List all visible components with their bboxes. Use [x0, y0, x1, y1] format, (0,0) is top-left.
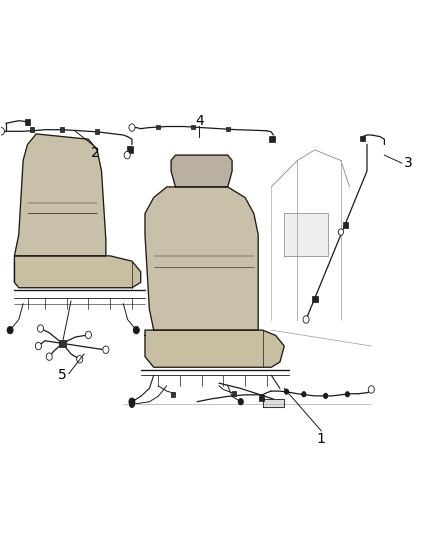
Circle shape [303, 316, 309, 323]
Polygon shape [171, 155, 232, 187]
Circle shape [38, 325, 44, 332]
Circle shape [46, 353, 52, 360]
Circle shape [129, 124, 135, 131]
Text: 5: 5 [58, 368, 67, 382]
Bar [127, 147, 133, 154]
Bar [232, 391, 237, 396]
Circle shape [345, 392, 350, 397]
Text: 2: 2 [91, 146, 99, 159]
Bar [343, 222, 348, 228]
Circle shape [284, 389, 289, 394]
Text: 1: 1 [317, 432, 326, 446]
Circle shape [35, 342, 42, 350]
Polygon shape [145, 330, 284, 367]
Circle shape [103, 346, 109, 353]
Bar [171, 392, 176, 397]
Circle shape [129, 401, 134, 408]
Circle shape [7, 326, 13, 334]
Bar [259, 395, 265, 401]
Circle shape [77, 356, 83, 363]
Text: 4: 4 [195, 114, 204, 128]
Bar [360, 135, 365, 141]
Polygon shape [145, 187, 258, 330]
Circle shape [338, 229, 343, 235]
Bar [269, 136, 275, 142]
Circle shape [302, 392, 306, 397]
Bar [312, 296, 318, 302]
Bar [156, 125, 160, 129]
Bar [226, 127, 230, 131]
Bar [30, 127, 34, 132]
Polygon shape [14, 134, 106, 256]
Bar [25, 118, 30, 125]
Bar [191, 125, 195, 129]
Bar [95, 130, 99, 134]
Polygon shape [14, 256, 141, 288]
Polygon shape [262, 399, 284, 407]
Circle shape [133, 326, 139, 334]
Circle shape [124, 151, 130, 159]
Bar [60, 127, 64, 132]
Circle shape [85, 331, 92, 338]
Polygon shape [284, 214, 328, 256]
Circle shape [0, 127, 4, 135]
Circle shape [368, 386, 374, 393]
Circle shape [238, 399, 244, 405]
Bar [59, 340, 66, 346]
Circle shape [323, 393, 328, 399]
Circle shape [129, 398, 135, 406]
Text: 3: 3 [404, 156, 413, 170]
